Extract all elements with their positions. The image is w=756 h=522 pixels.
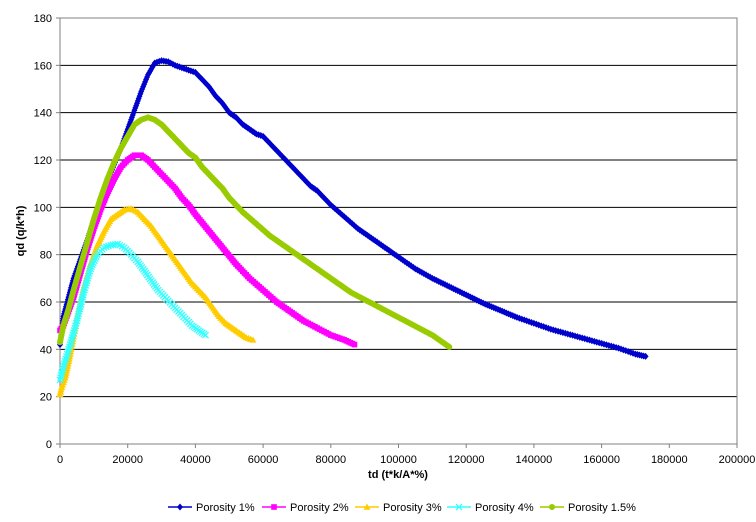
legend-marker bbox=[549, 504, 555, 510]
data-point bbox=[70, 329, 77, 337]
x-tick-label: 40000 bbox=[180, 454, 211, 466]
x-tick-label: 180000 bbox=[651, 454, 688, 466]
data-point bbox=[81, 284, 89, 292]
data-point bbox=[68, 336, 75, 344]
data-point bbox=[80, 286, 88, 294]
legend-marker bbox=[363, 503, 371, 510]
data-point bbox=[82, 279, 90, 287]
x-tick-label: 20000 bbox=[112, 454, 143, 466]
data-point bbox=[80, 289, 88, 296]
data-point bbox=[88, 261, 96, 269]
y-tick-label: 80 bbox=[40, 250, 52, 262]
y-tick-label: 120 bbox=[34, 155, 52, 167]
data-point bbox=[446, 343, 453, 350]
data-point bbox=[100, 244, 108, 252]
x-tick-label: 120000 bbox=[448, 454, 485, 466]
y-tick-label: 20 bbox=[40, 392, 52, 404]
data-point bbox=[83, 277, 91, 285]
series-porosity-4 bbox=[56, 240, 210, 384]
data-point bbox=[249, 336, 257, 343]
x-axis-ticks: 0 20000 40000 60000 80000 100000 120000 140000 1… bbox=[57, 444, 755, 466]
y-tick-label: 180 bbox=[34, 13, 52, 25]
data-point bbox=[102, 243, 110, 251]
x-tick-label: 100000 bbox=[380, 454, 417, 466]
data-point bbox=[58, 369, 66, 377]
data-point bbox=[70, 326, 78, 334]
legend-entry-porosity-1-5: Porosity 1.5% bbox=[540, 502, 636, 514]
data-point bbox=[69, 331, 77, 339]
data-point bbox=[391, 250, 398, 258]
y-tick-label: 160 bbox=[34, 60, 52, 72]
data-point bbox=[90, 257, 98, 265]
data-point bbox=[60, 362, 68, 370]
legend-marker bbox=[177, 503, 183, 511]
y-tick-label: 140 bbox=[34, 108, 52, 120]
data-point bbox=[89, 259, 97, 267]
series-porosity-1 bbox=[57, 57, 649, 360]
legend-entry-porosity-4: Porosity 4% bbox=[447, 502, 534, 514]
data-point bbox=[85, 270, 93, 278]
data-point bbox=[202, 331, 210, 339]
data-point bbox=[67, 338, 75, 346]
y-tick-label: 0 bbox=[46, 439, 52, 451]
x-tick-label: 200000 bbox=[719, 454, 756, 466]
x-tick-label: 0 bbox=[57, 454, 63, 466]
data-point bbox=[68, 334, 76, 341]
series-layer bbox=[56, 57, 649, 398]
data-point bbox=[59, 364, 67, 372]
data-point bbox=[91, 255, 99, 263]
data-point bbox=[84, 274, 92, 282]
x-tick-label: 80000 bbox=[316, 454, 347, 466]
data-point bbox=[60, 360, 68, 367]
data-point bbox=[66, 341, 74, 349]
data-point bbox=[72, 322, 80, 330]
data-point bbox=[71, 324, 79, 332]
y-tick-label: 40 bbox=[40, 344, 52, 356]
data-point bbox=[351, 341, 358, 348]
legend-entry-porosity-3: Porosity 3% bbox=[355, 502, 442, 514]
legend-entry-porosity-2: Porosity 2% bbox=[262, 502, 349, 514]
y-tick-label: 60 bbox=[40, 297, 52, 309]
x-tick-label: 140000 bbox=[516, 454, 553, 466]
legend-label: Porosity 1% bbox=[196, 502, 255, 514]
gridlines bbox=[60, 64, 737, 398]
plot-area-frame bbox=[59, 17, 738, 445]
data-point bbox=[642, 352, 649, 360]
data-point bbox=[84, 272, 92, 280]
series-porosity-1-5 bbox=[57, 114, 453, 350]
legend-label: Porosity 1.5% bbox=[568, 502, 636, 514]
series-porosity-3 bbox=[56, 205, 257, 398]
data-point bbox=[92, 253, 100, 261]
data-point bbox=[87, 265, 94, 273]
legend-marker bbox=[271, 504, 277, 510]
data-point bbox=[87, 263, 95, 271]
legend-label: Porosity 4% bbox=[475, 502, 534, 514]
y-axis-title: qd (q/k*h) bbox=[15, 205, 27, 256]
data-point bbox=[86, 267, 94, 275]
data-point bbox=[58, 367, 66, 375]
legend-marker bbox=[455, 503, 463, 511]
legend: Porosity 1% Porosity 2% Porosity 3% Porosit… bbox=[168, 502, 636, 514]
data-point bbox=[82, 281, 90, 289]
y-tick-label: 100 bbox=[34, 202, 52, 214]
x-tick-label: 160000 bbox=[583, 454, 620, 466]
y-axis-ticks: 0 20 40 60 80 100 120 140 160 180 bbox=[34, 13, 60, 451]
legend-label: Porosity 3% bbox=[383, 502, 442, 514]
x-axis-title: td (t*k/A*%) bbox=[368, 469, 428, 481]
legend-label: Porosity 2% bbox=[290, 502, 349, 514]
x-tick-label: 60000 bbox=[248, 454, 279, 466]
legend-entry-porosity-1: Porosity 1% bbox=[168, 502, 255, 514]
